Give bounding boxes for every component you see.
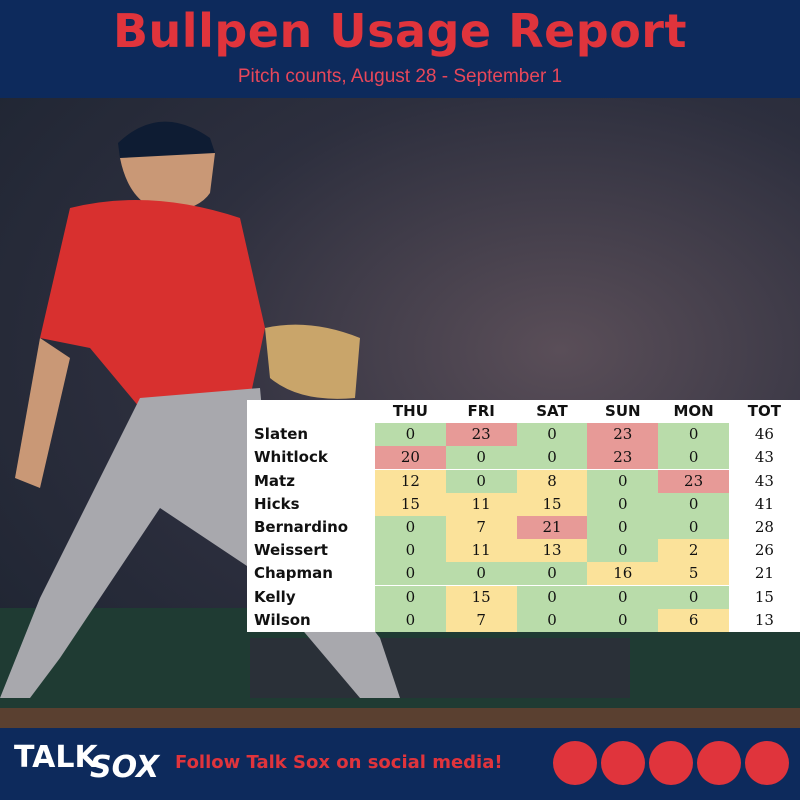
pitch-count: 0 <box>516 446 588 470</box>
pitch-count: 23 <box>445 423 517 447</box>
pitcher-name: Chapman <box>254 564 333 583</box>
sign <box>250 638 630 698</box>
pitcher-name: Wilson <box>254 610 311 629</box>
bluesky-icon[interactable] <box>601 741 645 785</box>
call-to-action: Follow Talk Sox on social media! <box>175 752 503 773</box>
facebook-icon[interactable] <box>553 741 597 785</box>
usage-table: THU FRI SAT SUN MON TOT Slaten 0 23 0 23 0 46 Whitloc… <box>247 400 800 632</box>
arm <box>15 338 70 488</box>
pitch-count: 0 <box>516 562 588 586</box>
pitch-count: 20 <box>375 446 446 470</box>
pitch-count: 23 <box>658 469 729 493</box>
pitcher-name: Hicks <box>254 494 300 513</box>
youtube-icon[interactable] <box>649 741 693 785</box>
column-header: FRI <box>467 402 495 420</box>
pitch-count: 2 <box>658 539 729 563</box>
pitch-count: 0 <box>445 469 517 493</box>
pitch-count: 7 <box>445 608 517 632</box>
pitch-count: 0 <box>375 539 446 563</box>
pitch-count: 6 <box>658 608 729 632</box>
footer: TALK SOX Follow Talk Sox on social media… <box>0 728 800 800</box>
pitch-count: 23 <box>587 446 659 470</box>
pitch-count: 15 <box>445 585 517 609</box>
jersey <box>40 200 265 408</box>
pitch-count: 0 <box>375 516 446 539</box>
total: 28 <box>754 518 774 536</box>
pitch-count: 13 <box>516 539 588 563</box>
pitcher-name: Matz <box>254 471 295 490</box>
pitch-count: 0 <box>587 539 659 563</box>
total: 46 <box>754 425 774 444</box>
pitch-count: 0 <box>658 585 729 609</box>
pitch-count: 0 <box>445 562 517 586</box>
pitch-count: 0 <box>516 585 588 609</box>
column-header: SAT <box>536 402 568 420</box>
pitch-count: 0 <box>375 608 446 632</box>
logo: TALK <box>14 740 98 775</box>
pitch-count: 7 <box>445 516 517 539</box>
pitcher-name: Whitlock <box>254 448 328 467</box>
header: Bullpen Usage Report Pitch counts, Augus… <box>0 0 800 98</box>
cap <box>118 121 215 158</box>
pitch-count: 12 <box>375 469 446 493</box>
total: 21 <box>754 564 774 583</box>
subtitle: Pitch counts, August 28 - September 1 <box>237 66 563 87</box>
pitch-count: 15 <box>516 492 588 516</box>
pitch-count: 11 <box>445 492 517 516</box>
pitch-count: 0 <box>587 516 659 539</box>
mound <box>0 708 800 728</box>
pitch-count: 8 <box>516 469 588 493</box>
pitch-count: 11 <box>445 539 517 563</box>
total: 41 <box>754 494 774 513</box>
pitch-count: 0 <box>375 423 446 447</box>
pitch-count: 0 <box>658 423 729 447</box>
pitch-count: 15 <box>375 492 446 516</box>
title: Bullpen Usage Report <box>113 4 687 58</box>
pitch-count: 0 <box>658 492 729 516</box>
pitcher-name: Slaten <box>254 425 309 444</box>
pitch-count: 0 <box>445 446 517 470</box>
pitcher-name: Kelly <box>254 587 296 606</box>
pitch-count: 21 <box>516 516 588 539</box>
total: 43 <box>754 448 774 467</box>
pitch-count: 23 <box>587 423 659 447</box>
pitch-count: 0 <box>587 585 659 609</box>
pitch-count: 0 <box>587 608 659 632</box>
pitch-count: 16 <box>587 562 659 586</box>
pitch-count: 0 <box>375 562 446 586</box>
glove <box>265 324 360 399</box>
pitch-count: 0 <box>516 608 588 632</box>
pitcher-name: Bernardino <box>254 518 349 536</box>
pitch-count: 0 <box>375 585 446 609</box>
pitch-count: 0 <box>516 423 588 447</box>
column-header: TOT <box>747 402 781 420</box>
column-header: THU <box>392 402 428 420</box>
pitch-count: 0 <box>658 516 729 539</box>
pitch-count: 5 <box>658 562 729 586</box>
total: 43 <box>754 471 774 490</box>
instagram-icon[interactable] <box>745 741 789 785</box>
total: 13 <box>754 610 774 629</box>
pitcher-name: Weissert <box>254 541 328 560</box>
pitch-count: 0 <box>587 492 659 516</box>
column-header: SUN <box>605 402 641 420</box>
pitch-count: 0 <box>587 469 659 493</box>
total: 15 <box>754 587 774 606</box>
pitch-count: 0 <box>658 446 729 470</box>
column-header: MON <box>673 402 714 420</box>
twitter-icon[interactable] <box>697 741 741 785</box>
logo: SOX <box>90 750 160 785</box>
total: 26 <box>754 541 774 560</box>
